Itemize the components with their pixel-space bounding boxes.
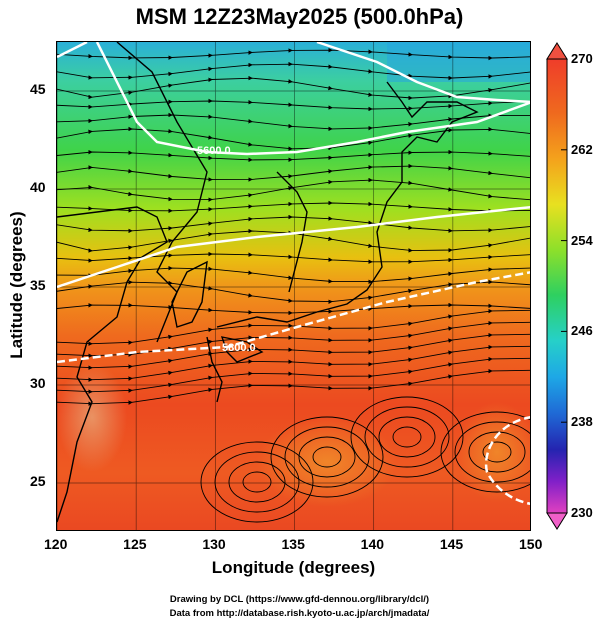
- eddy-streamline: [468, 431, 526, 473]
- eddy-streamline: [392, 426, 422, 448]
- eddy-streamline: [284, 426, 370, 488]
- streamline: [57, 163, 530, 182]
- colorbar: [546, 42, 568, 530]
- eddy-streamline: [378, 416, 436, 458]
- eddy-streamline: [228, 461, 286, 503]
- x-tick-label: 140: [360, 536, 385, 552]
- x-tick-label: 120: [44, 536, 68, 552]
- streamline: [57, 251, 530, 265]
- y-axis-label: Latitude (degrees): [7, 211, 26, 359]
- contour-label: 5800.0: [222, 342, 256, 354]
- eddy-streamline: [214, 451, 300, 513]
- credit-line-2: Data from http://database.rish.kyoto-u.a…: [169, 608, 430, 619]
- x-tick-label: 125: [123, 536, 147, 552]
- streamline: [57, 279, 530, 305]
- eddy-streamline: [364, 406, 450, 468]
- y-tick-label: 25: [30, 473, 46, 489]
- contour-label: 5600.0: [197, 145, 231, 157]
- x-axis-label: Longitude (degrees): [211, 558, 376, 577]
- streamline: [57, 98, 530, 112]
- eddy-streamline: [270, 416, 384, 498]
- colorbar-tick-label: 246: [571, 323, 593, 339]
- streamline: [57, 126, 530, 151]
- streamline: [57, 112, 530, 132]
- colorbar-tick-label: 262: [571, 141, 593, 157]
- y-tick-label: 35: [30, 277, 46, 293]
- eddy-streamline: [454, 421, 530, 483]
- colorbar-max-triangle: [546, 42, 568, 60]
- colorbar-tick-label: 238: [571, 414, 593, 430]
- streamline: [57, 200, 530, 214]
- streamline: [57, 368, 530, 406]
- colorbar-min-triangle: [546, 512, 568, 530]
- x-tick-label: 135: [281, 536, 305, 552]
- x-tick-label: 150: [519, 536, 543, 552]
- colorbar-tick-label: 270: [571, 51, 593, 66]
- colorbar-tick-label: 254: [571, 232, 593, 248]
- map-title: MSM 12Z23May2025 (500.0hPa): [135, 4, 464, 29]
- colorbar-tick-label: 230: [571, 505, 593, 520]
- colorbar-scale: [546, 58, 568, 514]
- credit-line-1: Drawing by DCL (https://www.gfd-dennou.o…: [169, 594, 430, 605]
- eddy-streamline: [200, 441, 314, 523]
- eddy-streamline: [298, 436, 356, 478]
- temperature-field: 5600.0 5800.0: [57, 42, 530, 530]
- eddy-streamline: [482, 441, 512, 463]
- y-tick-label: 30: [30, 375, 46, 391]
- map-plot-area: 5600.0 5800.0: [56, 41, 531, 531]
- eddy-streamline: [350, 396, 464, 478]
- y-tick-label: 45: [30, 81, 46, 97]
- streamline: [57, 149, 530, 163]
- eddy-streamline: [312, 446, 342, 468]
- eddy-streamline: [440, 411, 530, 493]
- y-tick-label: 40: [30, 179, 46, 195]
- streamline: [57, 47, 530, 61]
- x-tick-label: 145: [439, 536, 464, 552]
- x-tick-label: 130: [202, 536, 226, 552]
- eddy-streamline: [242, 471, 272, 493]
